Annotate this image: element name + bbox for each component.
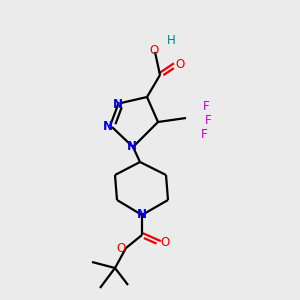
Text: F: F — [203, 100, 209, 112]
Text: N: N — [113, 98, 123, 110]
Text: O: O — [149, 44, 159, 58]
Text: O: O — [116, 242, 126, 254]
Text: F: F — [201, 128, 207, 142]
Text: N: N — [103, 119, 113, 133]
Text: N: N — [127, 140, 137, 154]
Text: F: F — [205, 113, 211, 127]
Text: O: O — [176, 58, 184, 71]
Text: N: N — [137, 208, 147, 221]
Text: O: O — [160, 236, 169, 250]
Text: H: H — [167, 34, 176, 47]
